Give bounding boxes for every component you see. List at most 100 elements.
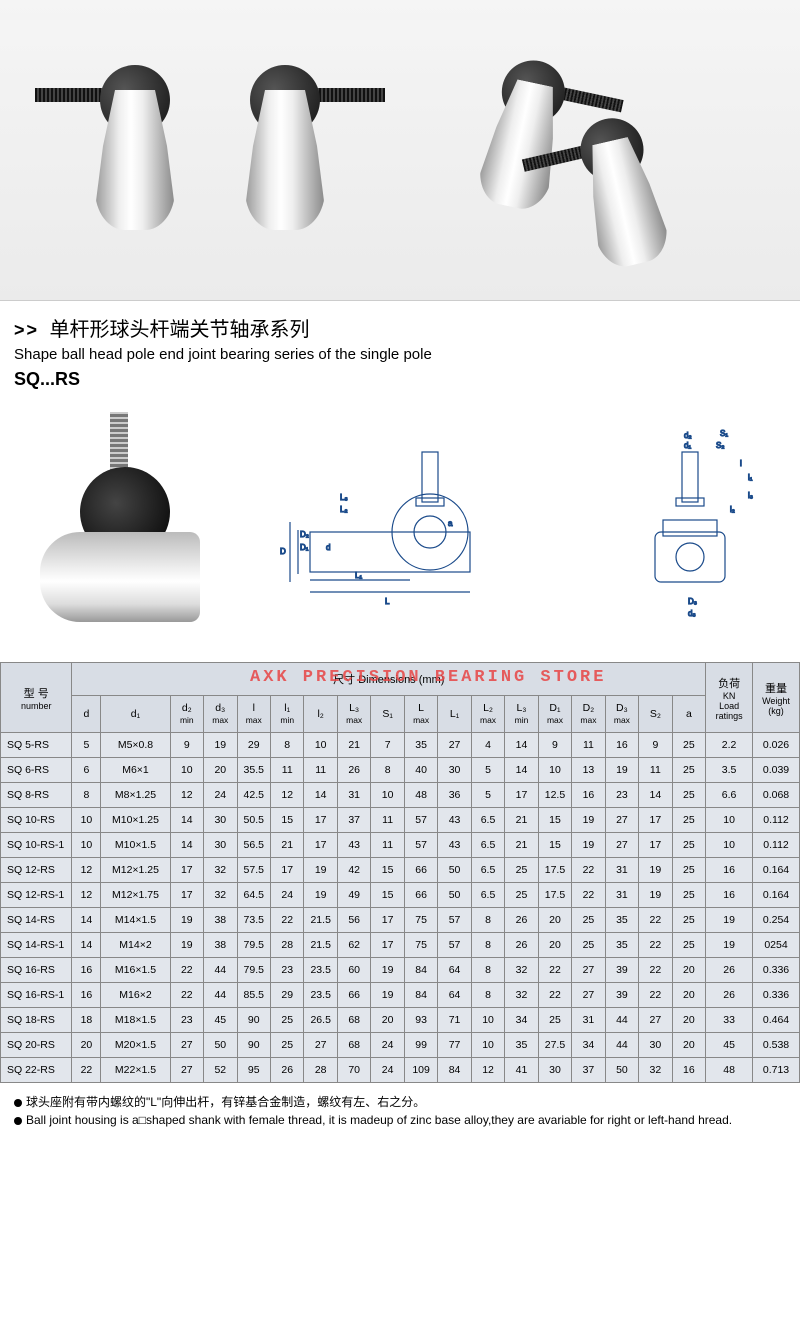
- table-cell: 16: [672, 1058, 706, 1083]
- table-cell: 37: [337, 808, 370, 833]
- technical-drawing-side: d₂ d₁ l l₁ l₂ l₃ S₁ S₂ d₃ D₃: [600, 422, 780, 622]
- table-cell: SQ 14-RS-1: [1, 933, 72, 958]
- table-cell: 26: [337, 758, 370, 783]
- table-cell: 109: [404, 1058, 437, 1083]
- table-cell: 14: [505, 733, 538, 758]
- table-cell: 22: [170, 958, 203, 983]
- table-row: SQ 10-RS10M10×1.25143050.51517371157436.…: [1, 808, 800, 833]
- table-cell: 17: [371, 908, 404, 933]
- table-cell: 85.5: [237, 983, 270, 1008]
- footnote-cn: 球头座附有带内螺纹的"L"向伸出杆，有锌基合金制造，螺纹有左、右之分。: [26, 1095, 425, 1109]
- table-cell: 0.713: [753, 1058, 800, 1083]
- table-cell: 23: [170, 1008, 203, 1033]
- table-cell: 30: [639, 1033, 672, 1058]
- table-cell: 39: [605, 983, 638, 1008]
- table-cell: 34: [572, 1033, 605, 1058]
- table-cell: 10: [471, 1008, 504, 1033]
- table-cell: 44: [204, 958, 237, 983]
- svg-text:d₁: d₁: [684, 441, 691, 450]
- table-cell: M14×2: [101, 933, 170, 958]
- table-cell: 93: [404, 1008, 437, 1033]
- table-cell: 19: [639, 883, 672, 908]
- table-cell: 27: [572, 983, 605, 1008]
- table-cell: 27: [170, 1033, 203, 1058]
- table-cell: 35: [505, 1033, 538, 1058]
- footnotes: 球头座附有带内螺纹的"L"向伸出杆，有锌基合金制造，螺纹有左、右之分。 Ball…: [0, 1083, 800, 1149]
- title-arrows: >>: [14, 320, 39, 340]
- table-cell: 24: [371, 1033, 404, 1058]
- table-cell: M18×1.5: [101, 1008, 170, 1033]
- hdr-sub: D₁max: [538, 696, 571, 733]
- footnote-en: Ball joint housing is a□shaped shank wit…: [26, 1113, 732, 1127]
- hdr-sub: D₂max: [572, 696, 605, 733]
- table-cell: 75: [404, 908, 437, 933]
- table-cell: 10: [706, 808, 753, 833]
- svg-text:d₂: d₂: [684, 431, 692, 440]
- table-cell: 32: [204, 858, 237, 883]
- table-cell: 6.5: [471, 833, 504, 858]
- table-cell: 20: [538, 908, 571, 933]
- table-cell: 25: [505, 858, 538, 883]
- table-cell: M6×1: [101, 758, 170, 783]
- table-cell: 38: [204, 933, 237, 958]
- table-cell: 27: [304, 1033, 337, 1058]
- table-cell: 79.5: [237, 958, 270, 983]
- table-cell: 64: [438, 983, 471, 1008]
- table-cell: 4: [471, 733, 504, 758]
- table-cell: 33: [706, 1008, 753, 1033]
- table-cell: 15: [371, 883, 404, 908]
- table-cell: 8: [471, 908, 504, 933]
- hdr-sub: S₁: [371, 696, 404, 733]
- table-row: SQ 8-RS8M8×1.25122442.512143110483651712…: [1, 783, 800, 808]
- table-cell: 19: [605, 758, 638, 783]
- table-cell: 39: [605, 958, 638, 983]
- table-cell: 60: [337, 958, 370, 983]
- title-chinese: 单杆形球头杆端关节轴承系列: [49, 319, 309, 341]
- table-cell: 10: [538, 758, 571, 783]
- table-cell: 31: [337, 783, 370, 808]
- table-cell: 25: [672, 908, 706, 933]
- table-cell: 16: [572, 783, 605, 808]
- svg-text:l₁: l₁: [748, 473, 753, 482]
- svg-text:S₂: S₂: [716, 441, 724, 450]
- table-cell: 10: [304, 733, 337, 758]
- table-cell: 10: [706, 833, 753, 858]
- table-cell: 5: [471, 783, 504, 808]
- table-cell: 26: [706, 983, 753, 1008]
- table-cell: 56: [337, 908, 370, 933]
- table-cell: 21.5: [304, 933, 337, 958]
- table-cell: 66: [337, 983, 370, 1008]
- table-cell: 14: [304, 783, 337, 808]
- table-cell: 50: [204, 1033, 237, 1058]
- table-cell: SQ 14-RS: [1, 908, 72, 933]
- table-cell: 29: [270, 983, 303, 1008]
- table-cell: 57: [404, 833, 437, 858]
- table-cell: SQ 12-RS-1: [1, 883, 72, 908]
- svg-text:L: L: [385, 597, 390, 606]
- table-cell: 32: [639, 1058, 672, 1083]
- table-cell: 17: [170, 883, 203, 908]
- table-cell: 25: [538, 1008, 571, 1033]
- table-cell: 57: [438, 933, 471, 958]
- table-cell: 23.5: [304, 958, 337, 983]
- table-cell: 36: [438, 783, 471, 808]
- table-cell: SQ 22-RS: [1, 1058, 72, 1083]
- table-cell: 12.5: [538, 783, 571, 808]
- table-cell: 73.5: [237, 908, 270, 933]
- table-cell: 14: [72, 933, 101, 958]
- table-cell: 30: [204, 833, 237, 858]
- table-cell: 25: [672, 808, 706, 833]
- table-cell: 14: [170, 808, 203, 833]
- table-cell: 32: [505, 958, 538, 983]
- table-cell: 22: [639, 908, 672, 933]
- table-cell: 26.5: [304, 1008, 337, 1033]
- table-cell: 13: [572, 758, 605, 783]
- table-cell: 45: [204, 1008, 237, 1033]
- hdr-sub: d: [72, 696, 101, 733]
- table-cell: 75: [404, 933, 437, 958]
- table-cell: 66: [404, 883, 437, 908]
- table-cell: 38: [204, 908, 237, 933]
- table-cell: 28: [270, 933, 303, 958]
- table-cell: 17: [304, 833, 337, 858]
- table-cell: 56.5: [237, 833, 270, 858]
